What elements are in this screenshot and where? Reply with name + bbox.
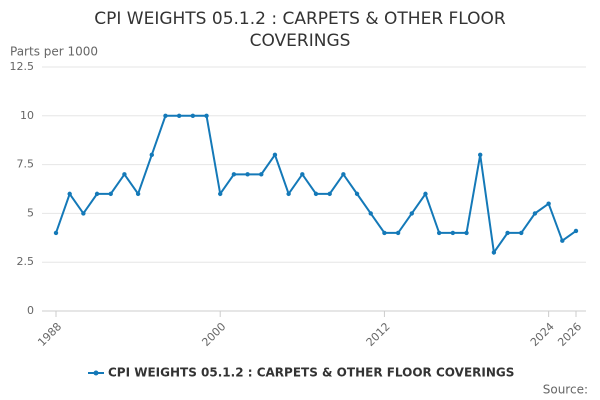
point <box>519 230 524 236</box>
y-tick-label: 5 <box>27 206 34 219</box>
point <box>231 172 237 177</box>
chart-title: CPI WEIGHTS 05.1.2 : CARPETS & OTHER FLO… <box>94 9 506 51</box>
point <box>573 228 579 234</box>
point <box>122 172 127 177</box>
point <box>204 113 209 119</box>
point <box>190 113 196 119</box>
point <box>53 230 59 236</box>
point <box>382 230 387 236</box>
x-tick-label: 1988 <box>35 320 64 349</box>
point <box>313 191 319 197</box>
x-tick-label: 2026 <box>555 320 584 349</box>
y-tick-label: 7.5 <box>17 158 35 171</box>
point <box>108 191 113 197</box>
point <box>409 211 414 216</box>
point <box>149 152 154 158</box>
x-tick-label: 2012 <box>364 320 393 349</box>
line <box>55 114 577 256</box>
y-tick-label: 12.5 <box>10 60 35 73</box>
point <box>176 113 182 119</box>
point <box>259 172 264 177</box>
point <box>94 191 100 197</box>
point <box>300 172 305 177</box>
y-axis-label: Parts per 1000 <box>10 45 98 59</box>
point <box>327 191 332 197</box>
point <box>450 230 456 236</box>
y-tick-label: 0 <box>27 304 34 317</box>
point <box>560 238 565 243</box>
point <box>163 113 168 119</box>
point <box>464 230 469 236</box>
point <box>135 191 141 197</box>
y-tick-label: 10 <box>20 109 34 122</box>
point <box>272 152 278 158</box>
point <box>218 191 223 197</box>
point <box>81 211 86 216</box>
point <box>423 191 428 197</box>
point <box>67 191 72 197</box>
legend-label: CPI WEIGHTS 05.1.2 : CARPETS & OTHER FLO… <box>108 366 514 380</box>
x-tick-label: 2000 <box>199 320 228 349</box>
point <box>354 191 360 197</box>
point <box>532 211 538 216</box>
point <box>395 230 401 236</box>
point <box>436 230 442 236</box>
point <box>491 250 497 255</box>
x-tick-label: 2024 <box>528 320 557 349</box>
y-tick-label: 2.5 <box>17 255 35 268</box>
point <box>245 172 250 177</box>
point <box>286 191 291 197</box>
point <box>546 201 551 206</box>
legend-marker <box>93 370 99 376</box>
point <box>478 152 483 158</box>
point <box>505 230 510 236</box>
point <box>341 172 346 177</box>
source: Source: <box>543 383 588 397</box>
point <box>368 211 373 216</box>
